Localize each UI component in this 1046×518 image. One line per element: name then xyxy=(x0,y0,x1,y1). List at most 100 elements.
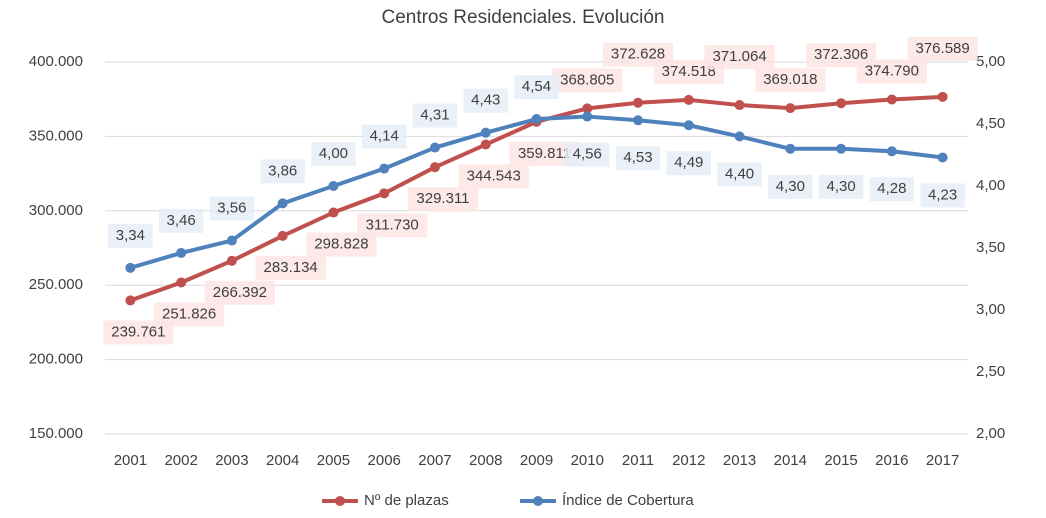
y-tick-label: 350.000 xyxy=(29,127,83,144)
x-tick-label: 2004 xyxy=(266,452,299,469)
y2-tick-label: 3,50 xyxy=(976,239,1005,256)
x-tick-label: 2013 xyxy=(723,452,756,469)
x-tick-label: 2017 xyxy=(926,452,959,469)
data-label: 4,30 xyxy=(826,178,855,195)
x-tick-label: 2015 xyxy=(824,452,857,469)
data-point xyxy=(226,255,237,266)
data-label-bg xyxy=(255,255,326,280)
data-point xyxy=(176,277,187,288)
data-point xyxy=(277,230,288,241)
legend-marker xyxy=(335,496,345,506)
data-label-bg xyxy=(357,213,428,238)
data-label-bg xyxy=(565,142,610,167)
data-point xyxy=(328,181,339,191)
data-label: 376.589 xyxy=(916,40,970,57)
data-label: 298.828 xyxy=(314,236,368,253)
data-point xyxy=(176,247,187,258)
data-label-bg xyxy=(768,174,813,199)
data-label-bg xyxy=(463,88,508,113)
data-point xyxy=(633,97,644,108)
data-label-bg xyxy=(311,142,356,166)
data-label-bg xyxy=(412,103,458,128)
data-label-bg xyxy=(907,36,978,61)
data-label: 4,28 xyxy=(877,180,906,197)
legend-label: Índice de Cobertura xyxy=(562,492,694,509)
data-label: 4,14 xyxy=(370,128,399,145)
data-label: 3,34 xyxy=(116,227,145,244)
data-point xyxy=(480,139,491,150)
data-point xyxy=(683,120,694,131)
data-label-bg xyxy=(704,45,775,70)
data-point xyxy=(937,152,948,163)
data-point xyxy=(226,235,237,246)
data-label: 329.311 xyxy=(416,190,469,207)
data-label-bg xyxy=(552,68,623,93)
data-label-bg xyxy=(615,146,661,171)
data-point xyxy=(785,103,796,114)
data-label: 372.628 xyxy=(611,46,665,63)
data-label-bg xyxy=(755,68,826,93)
data-label-bg xyxy=(407,187,479,212)
data-label: 4,31 xyxy=(420,107,449,124)
data-point xyxy=(379,188,390,199)
data-point xyxy=(429,162,440,173)
data-label: 4,23 xyxy=(928,186,957,203)
y2-tick-label: 4,00 xyxy=(976,177,1005,194)
data-label: 374.790 xyxy=(865,62,919,79)
data-point xyxy=(531,114,542,125)
x-tick-label: 2002 xyxy=(164,452,197,469)
data-point xyxy=(836,98,847,109)
x-tick-label: 2003 xyxy=(215,452,248,469)
data-label-bg xyxy=(154,302,225,327)
data-label: 4,30 xyxy=(776,178,805,195)
data-label: 4,53 xyxy=(623,149,652,166)
data-point xyxy=(480,127,491,138)
data-point xyxy=(734,131,745,142)
y2-tick-label: 5,00 xyxy=(976,53,1005,70)
data-point xyxy=(633,115,644,126)
y-tick-label: 250.000 xyxy=(29,276,83,293)
y-tick-label: 400.000 xyxy=(29,53,83,70)
data-label: 4,49 xyxy=(674,154,703,171)
data-label-bg xyxy=(920,183,965,208)
x-tick-label: 2010 xyxy=(571,452,604,469)
legend-label: Nº de plazas xyxy=(364,492,449,509)
data-label-bg xyxy=(717,162,762,187)
data-label-bg xyxy=(514,75,559,100)
x-tick-label: 2011 xyxy=(622,452,654,469)
data-label-bg xyxy=(204,280,276,305)
data-point xyxy=(379,163,390,174)
data-label-bg xyxy=(818,174,864,199)
data-point xyxy=(785,143,796,154)
data-label: 371.064 xyxy=(712,48,766,65)
data-label-bg xyxy=(158,208,204,233)
y-tick-label: 150.000 xyxy=(29,425,83,442)
data-label-bg xyxy=(108,223,153,248)
y-tick-label: 200.000 xyxy=(29,351,83,368)
data-point xyxy=(683,94,694,105)
data-label: 311.730 xyxy=(366,216,419,233)
data-label-bg xyxy=(260,159,305,184)
y2-tick-label: 2,50 xyxy=(976,363,1005,380)
x-tick-label: 2012 xyxy=(672,452,705,469)
data-point xyxy=(582,103,593,114)
x-tick-label: 2016 xyxy=(875,452,908,469)
y2-tick-label: 2,00 xyxy=(976,425,1005,442)
data-label: 374.518 xyxy=(662,63,716,80)
data-label: 359.811 xyxy=(518,145,571,162)
data-label: 239.761 xyxy=(111,323,165,340)
chart-title: Centros Residenciales. Evolución xyxy=(381,7,664,28)
data-point xyxy=(429,142,440,153)
y2-tick-label: 3,00 xyxy=(976,301,1005,318)
data-label: 344.543 xyxy=(467,167,521,184)
x-tick-label: 2001 xyxy=(114,452,147,469)
data-label: 4,56 xyxy=(573,146,602,163)
data-label: 3,86 xyxy=(268,162,297,179)
data-label: 4,40 xyxy=(725,165,754,182)
data-point xyxy=(886,94,897,105)
data-label-bg xyxy=(869,177,915,202)
y-tick-label: 300.000 xyxy=(29,202,83,219)
data-point xyxy=(125,295,136,306)
x-tick-label: 2007 xyxy=(418,452,451,469)
